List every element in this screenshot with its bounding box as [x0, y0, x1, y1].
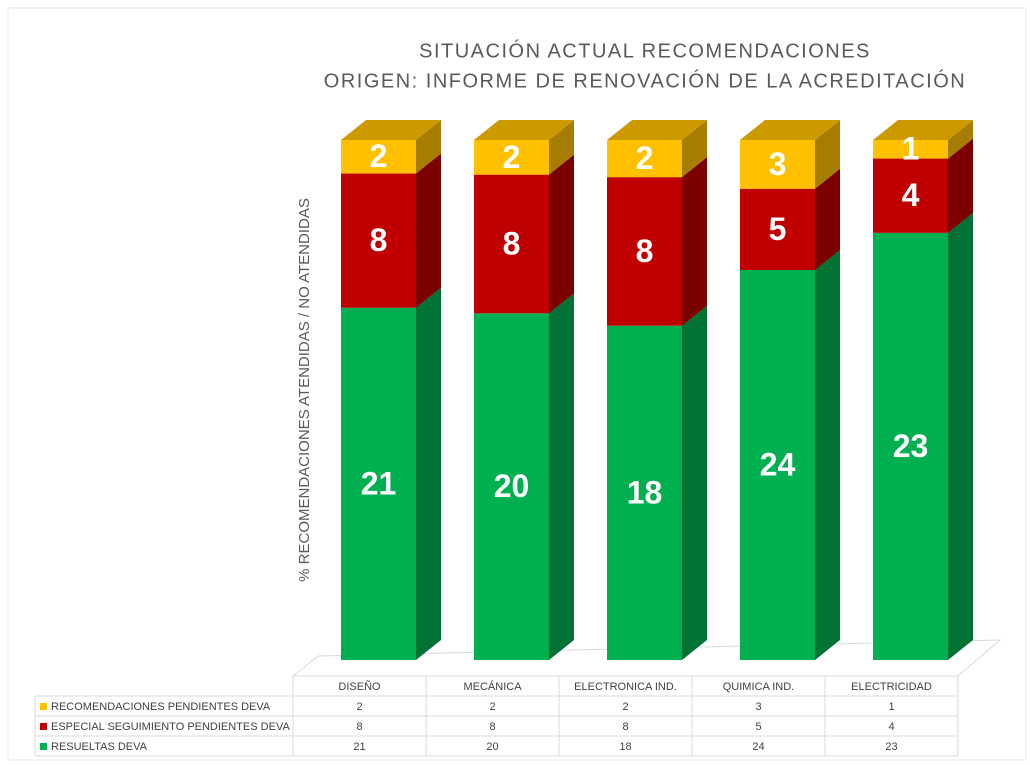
legend-label: RESUELTAS DEVA	[51, 741, 148, 753]
bar-side	[416, 120, 441, 174]
bar-side	[549, 154, 574, 314]
bar	[341, 307, 416, 660]
bar	[740, 270, 815, 660]
x-tick-label: ELECTRONICA IND.	[574, 681, 677, 693]
data-label: 2	[370, 138, 388, 174]
legend-label: RECOMENDACIONES PENDIENTES DEVA	[51, 701, 271, 713]
bar-side	[416, 153, 441, 308]
bar	[607, 140, 682, 178]
table-value: 2	[489, 701, 495, 713]
legend-swatch	[40, 743, 47, 750]
x-tick-label: QUIMICA IND.	[723, 681, 795, 693]
chart-title: ORIGEN: INFORME DE RENOVACIÓN DE LA ACRE…	[324, 69, 966, 92]
data-label: 1	[902, 131, 920, 167]
bar-side	[948, 212, 973, 660]
bar-side	[682, 157, 707, 326]
data-label: 8	[503, 225, 521, 261]
table-value: 1	[888, 701, 894, 713]
bar-top	[873, 120, 973, 140]
bar-side	[549, 120, 574, 175]
data-label: 21	[361, 465, 397, 501]
bar-side	[815, 250, 840, 660]
data-label: 18	[627, 474, 663, 510]
data-label: 24	[760, 446, 796, 482]
table-value: 24	[752, 741, 764, 753]
table-value: 21	[353, 741, 365, 753]
chart-title: SITUACIÓN ACTUAL RECOMENDACIONES	[419, 39, 871, 62]
bar	[607, 325, 682, 660]
data-label: 2	[503, 139, 521, 175]
bar-top	[341, 120, 441, 140]
legend-label: ESPECIAL SEGUIMIENTO PENDIENTES DEVA	[51, 721, 290, 733]
table-value: 23	[885, 741, 897, 753]
y-axis-label: % RECOMENDACIONES ATENDIDAS / NO ATENDID…	[296, 198, 313, 582]
bar	[341, 173, 416, 308]
bar-side	[948, 120, 973, 159]
bar	[607, 177, 682, 326]
bar	[740, 188, 815, 270]
bar-side	[682, 120, 707, 178]
legend-swatch	[40, 703, 47, 710]
bar	[474, 140, 549, 175]
data-label: 8	[636, 233, 654, 269]
bar	[341, 140, 416, 174]
bar-top	[740, 120, 840, 140]
bar-side	[948, 138, 973, 233]
table-value: 20	[486, 741, 498, 753]
x-tick-label: ELECTRICIDAD	[851, 681, 932, 693]
bar	[474, 313, 549, 660]
bar-top	[474, 120, 574, 140]
table-value: 8	[489, 721, 495, 733]
bar-side	[815, 120, 840, 189]
table-value: 4	[888, 721, 894, 733]
table-value: 5	[755, 721, 761, 733]
table-value: 3	[755, 701, 761, 713]
bar	[873, 140, 948, 159]
data-label: 4	[902, 177, 920, 213]
data-label: 3	[769, 146, 787, 182]
x-tick-label: MECÁNICA	[463, 680, 522, 693]
bar	[740, 140, 815, 189]
data-label: 2	[636, 140, 654, 176]
data-label: 5	[769, 211, 787, 247]
bar-side	[682, 305, 707, 660]
bar	[474, 174, 549, 314]
table-value: 2	[356, 701, 362, 713]
data-label: 20	[494, 468, 530, 504]
data-label: 23	[893, 428, 929, 464]
table-value: 8	[622, 721, 628, 733]
x-tick-label: DISEÑO	[338, 680, 381, 693]
bar	[873, 158, 948, 233]
bar-side	[815, 168, 840, 270]
table-value: 2	[622, 701, 628, 713]
bar-side	[549, 293, 574, 660]
bar-side	[416, 287, 441, 660]
table-value: 18	[619, 741, 631, 753]
bar-top	[607, 120, 707, 140]
data-label: 8	[370, 222, 388, 258]
legend-swatch	[40, 723, 47, 730]
bar	[873, 232, 948, 660]
table-value: 8	[356, 721, 362, 733]
chart-frame	[7, 7, 1027, 761]
